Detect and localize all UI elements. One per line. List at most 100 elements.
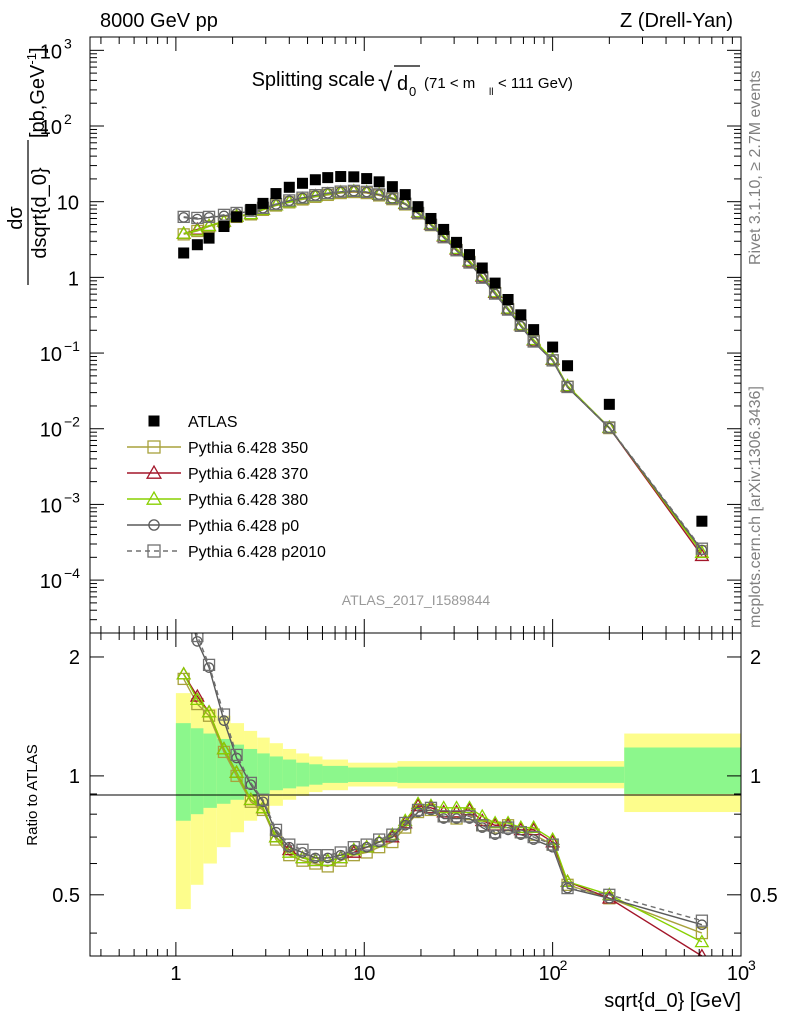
y-axis-label-unit: [pb,GeV-1] <box>24 47 49 138</box>
x-tick-exponent: 2 <box>560 957 568 973</box>
ratio-y-axis-label: Ratio to ATLAS <box>24 744 41 845</box>
point-pythia-6-428-p2010-30 <box>603 421 616 434</box>
x-axis-label: sqrt{d_0} [GeV] <box>604 990 741 1012</box>
legend-marker-5 <box>147 544 161 558</box>
plot-title-main: Splitting scale <box>252 69 375 91</box>
inner-band-bin-14 <box>624 747 741 794</box>
x-tick-exponent: 3 <box>748 957 756 973</box>
point-pythia-6-428-p2010-14 <box>360 185 373 198</box>
plot-title-sqrt: √ <box>378 67 393 97</box>
point-atlas-22 <box>464 249 476 261</box>
ratio-point-pythia-6-428-380-11 <box>320 853 336 867</box>
ratio-point-pythia-6-428-p2010-11 <box>321 849 334 862</box>
point-pythia-6-428-p2010-28 <box>546 354 559 367</box>
ratio-point-pythia-6-428-p0-8 <box>283 841 295 853</box>
point-pythia-6-428-350-0 <box>177 228 190 241</box>
ratio-point-pythia-6-428-p2010-23 <box>476 819 489 832</box>
point-pythia-6-428-380-31 <box>694 545 710 559</box>
legend-label-1: Pythia 6.428 350 <box>188 440 308 457</box>
point-atlas-12 <box>335 171 347 183</box>
legend-label-5: Pythia 6.428 p2010 <box>188 544 326 561</box>
point-atlas-17 <box>399 189 411 201</box>
ratio-point-pythia-6-428-p0-24 <box>489 829 501 840</box>
ratio-y-tick-label-right: 2 <box>750 647 761 669</box>
ratio-point-pythia-6-428-p2010-8 <box>283 838 296 851</box>
point-pythia-6-428-p2010-29 <box>561 380 574 394</box>
ratio-point-pythia-6-428-p2010-1 <box>191 633 204 643</box>
legend-marker-0 <box>148 415 160 427</box>
main-y-tick-label: 10 <box>40 344 62 366</box>
point-atlas-0 <box>178 247 190 259</box>
ratio-point-pythia-6-428-p0-19 <box>425 804 437 816</box>
point-atlas-27 <box>528 324 540 336</box>
inner-band-bin-8 <box>282 759 297 789</box>
ratio-point-pythia-6-428-p2010-25 <box>501 821 515 834</box>
ratio-point-pythia-6-428-p2010-4 <box>230 748 243 762</box>
point-pythia-6-428-380-29 <box>560 378 575 392</box>
ratio-point-pythia-6-428-380-9 <box>295 850 310 864</box>
point-pythia-6-428-380-26 <box>513 317 529 331</box>
x-axis: 1 10 102 103 <box>100 37 756 985</box>
rivet-version-label: Rivet 3.1.10, ≥ 2.7M events <box>747 70 764 265</box>
point-atlas-13 <box>348 171 360 183</box>
inner-band-bin-12 <box>348 767 398 783</box>
point-pythia-6-428-380-25 <box>500 300 516 314</box>
ratio-point-pythia-6-428-380-31 <box>694 934 710 948</box>
point-pythia-6-428-380-2 <box>201 218 217 232</box>
ratio-point-pythia-6-428-p0-16 <box>387 831 398 843</box>
ratio-point-pythia-6-428-p2010-30 <box>603 888 616 901</box>
point-atlas-30 <box>603 398 615 410</box>
main-y-tick-exponent: −4 <box>64 565 80 581</box>
point-atlas-10 <box>309 174 321 186</box>
point-pythia-6-428-380-0 <box>176 225 192 239</box>
inner-band-bin-2 <box>203 733 217 808</box>
point-atlas-15 <box>373 176 385 188</box>
ratio-panel-frame <box>89 632 742 957</box>
ratio-point-pythia-6-428-380-2 <box>201 704 217 718</box>
point-atlas-1 <box>191 239 203 251</box>
ratio-point-pythia-6-428-p2010-7 <box>269 823 283 837</box>
process-label: Z (Drell-Yan) <box>620 10 733 32</box>
point-atlas-3 <box>218 221 230 233</box>
legend-label-2: Pythia 6.428 370 <box>188 466 308 483</box>
ratio-point-pythia-6-428-p2010-0 <box>178 582 189 593</box>
point-atlas-18 <box>412 201 424 213</box>
main-y-tick-exponent: −2 <box>64 414 80 430</box>
uncertainty-bands <box>175 693 741 910</box>
legend-marker-4 <box>148 519 160 531</box>
ratio-point-pythia-6-428-p0-0 <box>179 586 188 595</box>
plot-title-range-end: < 111 GeV) <box>498 75 573 92</box>
point-pythia-6-428-p2010-15 <box>373 188 386 201</box>
ratio-point-pythia-6-428-p2010-18 <box>411 803 425 817</box>
ratio-point-pythia-6-428-p0-14 <box>361 841 372 853</box>
ratio-point-pythia-6-428-p0-10 <box>310 852 321 864</box>
main-y-tick-label: 10 <box>40 117 62 139</box>
ratio-point-pythia-6-428-p2010-26 <box>514 826 527 839</box>
point-pythia-6-428-p2010-31 <box>695 542 709 555</box>
point-pythia-6-428-p2010-27 <box>527 335 540 348</box>
point-atlas-19 <box>425 212 437 224</box>
ratio-point-pythia-6-428-380-27 <box>526 819 542 833</box>
ratio-point-pythia-6-428-p0-31 <box>696 919 708 931</box>
point-pythia-6-428-380-1 <box>189 222 205 236</box>
legend-marker-3 <box>145 490 163 505</box>
ratio-point-pythia-6-428-p0-7 <box>270 826 282 838</box>
point-pythia-6-428-p2010-2 <box>202 210 216 224</box>
point-atlas-14 <box>361 173 373 185</box>
point-atlas-6 <box>257 197 269 209</box>
ratio-y-tick-label: 0.5 <box>52 885 80 907</box>
ratio-point-pythia-6-428-p2010-16 <box>386 828 399 841</box>
ratio-point-pythia-6-428-380-21 <box>449 800 464 814</box>
ratio-point-pythia-6-428-p0-6 <box>257 796 269 808</box>
ratio-point-pythia-6-428-p0-29 <box>562 882 573 894</box>
ratio-point-pythia-6-428-p2010-31 <box>695 914 709 927</box>
x-tick-label: 10 <box>353 963 375 985</box>
ratio-point-pythia-6-428-380-8 <box>281 844 297 858</box>
point-pythia-6-428-p2010-0 <box>177 210 190 224</box>
ratio-line-pythia-6-428-p2010 <box>195 633 703 922</box>
legend: ATLAS Pythia 6.428 350 Pythia 6.428 370 Pyt… <box>127 414 326 561</box>
x-tick-label: 10 <box>727 963 749 985</box>
inner-band-bin-1 <box>190 728 204 815</box>
